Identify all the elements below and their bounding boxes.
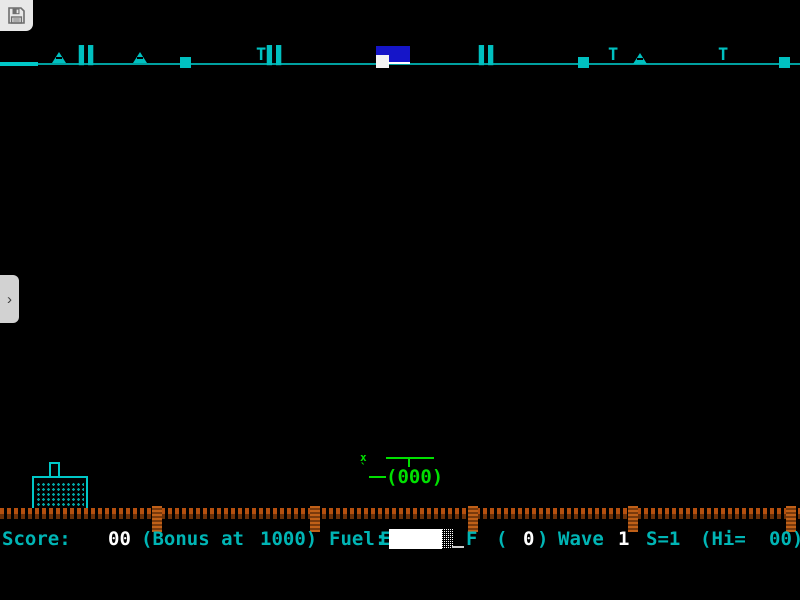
stage-label: S=1: [646, 528, 681, 550]
fuel-label: Fuel:: [329, 528, 387, 550]
terrain-tee: T: [608, 45, 619, 65]
terrain-tee: T: [256, 45, 267, 65]
wave-value: 1: [618, 528, 630, 550]
bunker-fill-pattern: [36, 482, 84, 506]
fuel-tank-column: [468, 506, 478, 532]
player-wing-top: [386, 457, 434, 459]
fuel-tank-column: [152, 506, 162, 532]
fuel-tank-column: [628, 506, 638, 532]
hud-status-bar: Score: 00 (Bonus at 1000) Fuel: E F ( 0 …: [0, 524, 800, 554]
bunker-chimney: [49, 462, 60, 476]
player-marker-tail: `: [360, 461, 367, 474]
score-value: 00: [108, 528, 131, 550]
player-mast: [408, 457, 410, 467]
altitude-readout: (000): [386, 466, 444, 488]
wave-label: Wave: [558, 528, 604, 550]
fuel-tank-column: [310, 506, 320, 532]
terrain-pillar: ▌▌: [479, 46, 499, 66]
terrain-pillar: ▌▌: [79, 46, 99, 66]
terrain-block: [578, 57, 589, 68]
ground-strip-top: [0, 508, 800, 514]
player-wing-bottom: [369, 476, 386, 478]
ceiling-terrain-line-segment: [0, 62, 38, 66]
sidebar-toggle-button[interactable]: ›: [0, 275, 19, 323]
fuel-full-marker: F: [466, 528, 478, 550]
floppy-disk-save-icon: [8, 7, 25, 24]
fuel-tank-column: [786, 506, 796, 532]
lives-value: 0: [523, 528, 535, 550]
player-marker: x: [360, 451, 367, 464]
terrain-pillar: ▌▌: [267, 46, 287, 66]
lives-open: (: [496, 528, 508, 550]
score-label: Score:: [2, 528, 71, 550]
hi-label: (Hi=: [700, 528, 746, 550]
fuel-empty-marker: E: [380, 528, 392, 550]
enemy-craft-underline: [388, 62, 410, 64]
bonus-value: 1000): [260, 528, 318, 550]
ground-strip-bottom: [0, 514, 800, 519]
terrain-block: [779, 57, 790, 68]
enemy-craft-cockpit: [376, 55, 389, 68]
terrain-block: [180, 57, 191, 68]
ceiling-terrain-line: [0, 63, 800, 65]
fuel-gauge-dither: [442, 529, 454, 549]
terrain-triangle: [52, 52, 66, 63]
hi-value: 00): [769, 528, 800, 550]
bonus-label: (Bonus at: [141, 528, 244, 550]
terrain-triangle: [633, 53, 647, 64]
fuel-gauge-tail: [452, 546, 464, 548]
chevron-right-icon: ›: [7, 290, 12, 308]
terrain-tee: T: [718, 45, 729, 65]
save-button[interactable]: [0, 0, 33, 31]
terrain-triangle: [133, 52, 147, 63]
bunker-wall: [32, 476, 88, 508]
lives-close: ): [537, 528, 549, 550]
fuel-gauge-fill: [389, 529, 442, 549]
fuel-gauge: [389, 529, 464, 549]
